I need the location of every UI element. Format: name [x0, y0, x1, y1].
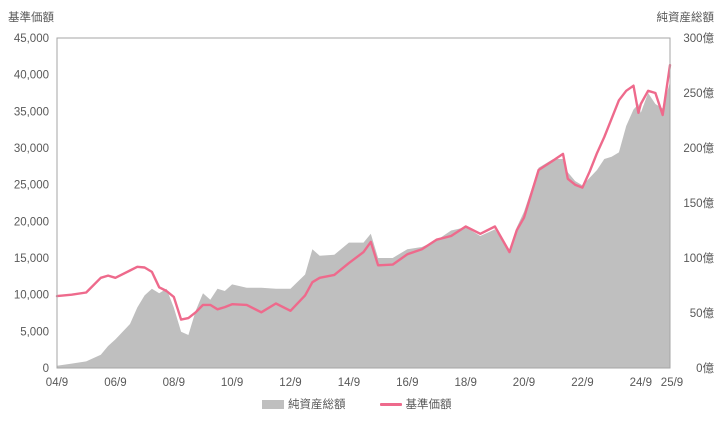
- legend-label-nav: 基準価額: [405, 399, 452, 411]
- x-axis: 04/9 06/9 08/9 10/9 12/9 14/9 16/9 18/9 20/9 22/9…: [46, 377, 683, 389]
- left-tick-label: 10,000: [14, 290, 49, 302]
- x-tick-label: 16/9: [396, 377, 418, 389]
- plot-frame: [56, 37, 671, 369]
- left-tick-label: 25,000: [14, 180, 49, 192]
- right-tick-label: 200億: [683, 142, 714, 155]
- x-tick-label: 10/9: [221, 377, 243, 389]
- legend-item-aum: 純資産総額: [262, 396, 346, 412]
- left-tick-label: 5,000: [20, 326, 49, 338]
- right-axis-title: 純資産総額: [657, 10, 715, 24]
- left-tick-label: 30,000: [14, 143, 49, 155]
- left-tick-label: 20,000: [14, 216, 49, 228]
- left-tick-label: 15,000: [14, 253, 49, 265]
- left-tick-label: 35,000: [14, 106, 49, 118]
- plot-border: [56, 37, 671, 369]
- nav-line: [55, 63, 672, 321]
- right-tick-label: 250億: [683, 87, 714, 100]
- right-tick-label: 50億: [690, 307, 715, 320]
- aum-area: [57, 82, 670, 368]
- right-tick-label: 300億: [683, 32, 714, 45]
- left-axis-title: 基準価額: [8, 10, 54, 24]
- x-tick-label: 20/9: [513, 377, 535, 389]
- right-tick-label: 0億: [696, 362, 714, 375]
- left-axis: 0 5,000 10,000 15,000 20,000 25,000 30,000 35,0…: [14, 33, 49, 375]
- right-axis: 0億 50億 100億 150億 200億 250億 300億: [683, 32, 714, 375]
- left-tick-label: 45,000: [14, 33, 49, 45]
- left-tick-label: 40,000: [14, 70, 49, 82]
- x-tick-label: 22/9: [571, 377, 593, 389]
- legend: 純資産総額 基準価額: [262, 396, 486, 412]
- legend-label-aum: 純資産総額: [288, 399, 346, 411]
- x-tick-label: 24/9: [630, 377, 652, 389]
- nav-line-layer: [55, 63, 672, 321]
- right-tick-label: 100億: [683, 252, 714, 265]
- x-tick-label: 25/9: [661, 377, 683, 389]
- x-tick-label: 12/9: [279, 377, 301, 389]
- x-tick-label: 06/9: [104, 377, 126, 389]
- legend-swatch-aum: [262, 399, 284, 409]
- x-tick-label: 08/9: [163, 377, 185, 389]
- aum-area-layer: [57, 82, 670, 368]
- legend-swatch-nav: [379, 402, 402, 406]
- x-tick-label: 14/9: [338, 377, 360, 389]
- x-tick-label: 04/9: [46, 377, 68, 389]
- x-tick-label: 18/9: [455, 377, 477, 389]
- right-tick-label: 150億: [683, 197, 714, 210]
- left-tick-label: 0: [43, 363, 49, 375]
- legend-item-nav: 基準価額: [379, 396, 452, 412]
